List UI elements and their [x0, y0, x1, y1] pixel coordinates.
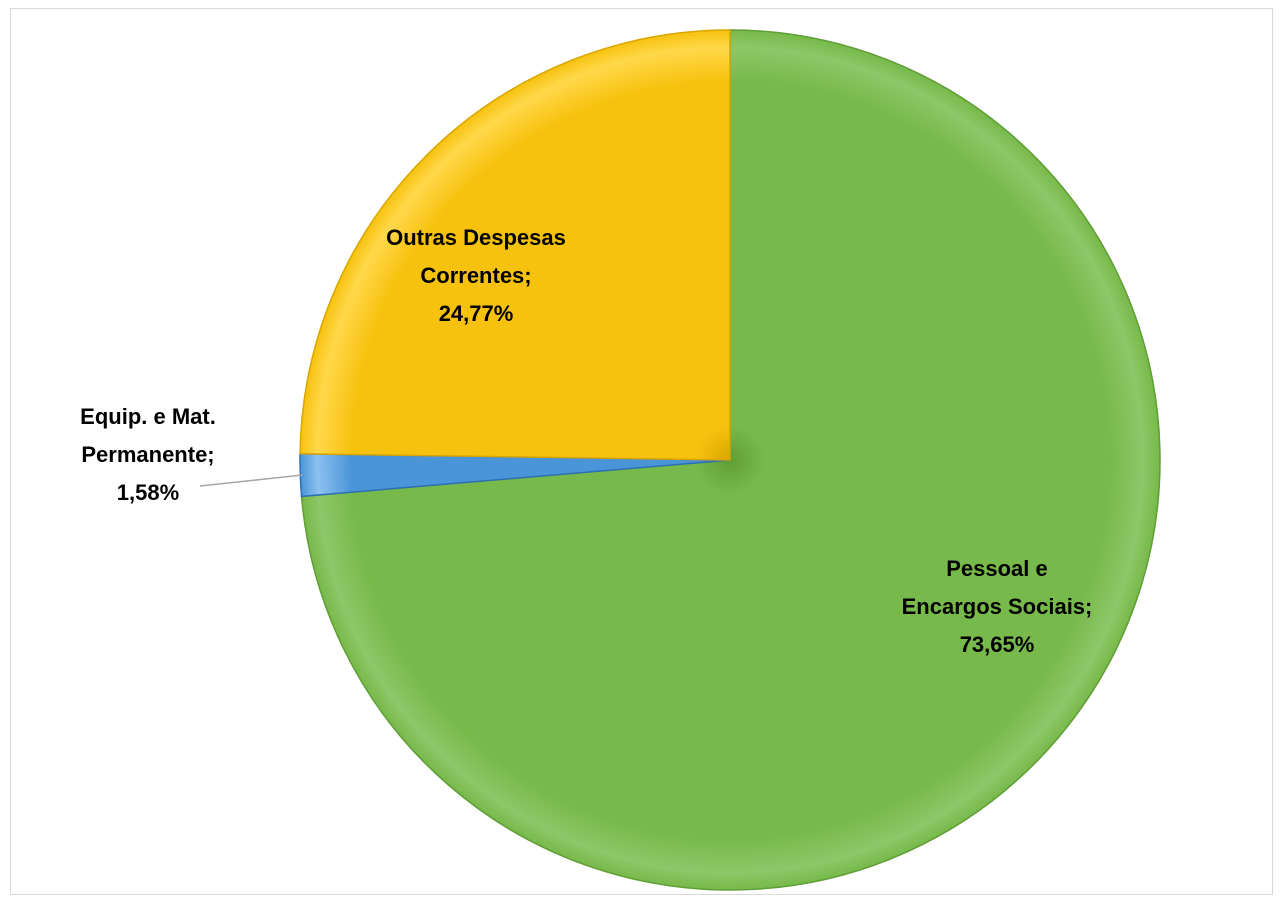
slice-label-line: 73,65% — [960, 632, 1035, 657]
slice-label-line: 1,58% — [117, 480, 179, 505]
slice-label-line: Correntes; — [420, 263, 531, 288]
slice-label-line: Encargos Sociais; — [902, 594, 1093, 619]
leader-line-2 — [199, 474, 303, 487]
slice-label-1: Pessoal e Encargos Sociais; 73,65% — [902, 556, 1093, 657]
pie-slice-3 — [299, 29, 731, 461]
slice-label-line: Outras Despesas — [386, 225, 566, 250]
slice-label-2: Equip. e Mat. Permanente; 1,58% — [80, 404, 216, 505]
slice-label-3: Outras Despesas Correntes; 24,77% — [386, 225, 566, 326]
slice-label-line: Pessoal e — [946, 556, 1048, 581]
slice-label-line: Equip. e Mat. — [80, 404, 216, 429]
slices-layer — [299, 29, 1161, 891]
labels-layer: Pessoal e Encargos Sociais; 73,65% Equip. e… — [80, 225, 1092, 657]
slice-label-line: Permanente; — [81, 442, 214, 467]
slice-label-line: 24,77% — [439, 301, 514, 326]
